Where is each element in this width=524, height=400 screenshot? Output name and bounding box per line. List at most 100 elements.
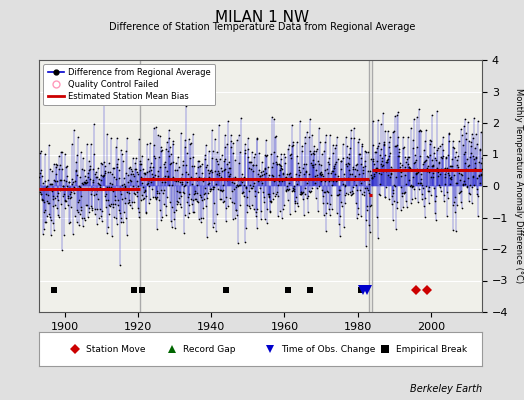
Point — [465, 198, 473, 205]
Point — [439, 134, 447, 140]
Point — [66, 195, 74, 202]
Point — [368, 117, 377, 124]
Point — [401, 189, 409, 196]
Point — [302, 168, 310, 174]
Point — [425, 184, 434, 190]
Point — [392, 112, 401, 119]
Point — [42, 219, 51, 225]
Point — [225, 164, 234, 171]
Point — [45, 210, 53, 217]
Point — [299, 189, 308, 195]
Point — [391, 143, 400, 150]
Point — [81, 173, 89, 179]
Point — [166, 144, 174, 150]
Point — [63, 202, 72, 208]
Point — [320, 189, 329, 196]
Point — [416, 127, 424, 133]
Point — [259, 168, 267, 174]
Point — [101, 193, 110, 199]
Point — [57, 186, 66, 192]
Point — [468, 174, 477, 180]
Point — [308, 162, 316, 168]
Point — [311, 172, 320, 179]
Text: Berkeley Earth: Berkeley Earth — [410, 384, 482, 394]
Point — [235, 149, 244, 156]
Point — [173, 201, 182, 207]
Point — [222, 194, 230, 200]
Point — [210, 184, 219, 190]
Point — [413, 144, 421, 150]
Point — [451, 148, 460, 155]
Point — [301, 134, 309, 140]
Point — [162, 168, 171, 174]
Point — [185, 202, 193, 208]
Point — [59, 183, 68, 190]
Point — [431, 154, 440, 161]
Point — [223, 169, 232, 176]
Point — [436, 170, 444, 177]
Point — [411, 159, 419, 166]
Point — [216, 196, 225, 202]
Point — [115, 167, 123, 174]
Point — [227, 188, 236, 194]
Point — [265, 190, 274, 197]
Point — [63, 162, 71, 169]
Point — [387, 166, 396, 172]
Point — [292, 200, 301, 206]
Point — [369, 161, 378, 167]
Point — [105, 184, 113, 190]
Point — [456, 188, 464, 195]
Point — [64, 178, 73, 185]
Point — [442, 165, 451, 171]
Point — [117, 196, 126, 202]
Point — [345, 161, 353, 167]
Point — [211, 181, 220, 188]
Point — [39, 180, 47, 186]
Point — [104, 224, 112, 230]
Point — [117, 147, 125, 153]
Point — [373, 158, 381, 165]
Point — [468, 172, 477, 179]
Point — [427, 174, 435, 180]
Point — [51, 194, 59, 201]
Point — [275, 172, 283, 178]
Point — [267, 151, 275, 157]
Point — [100, 172, 108, 178]
Point — [341, 182, 350, 189]
Point — [342, 161, 350, 167]
Point — [372, 168, 380, 175]
Point — [291, 200, 300, 206]
Point — [462, 136, 470, 142]
Point — [155, 190, 163, 196]
Point — [352, 200, 360, 206]
Point — [235, 132, 244, 138]
Point — [445, 163, 454, 169]
Point — [239, 189, 247, 195]
Point — [422, 156, 430, 163]
Point — [45, 142, 53, 148]
Point — [71, 213, 80, 219]
Point — [470, 182, 478, 188]
Point — [323, 200, 332, 206]
Point — [158, 178, 166, 185]
Point — [255, 173, 264, 180]
Point — [263, 152, 271, 158]
Point — [448, 156, 456, 162]
Point — [175, 195, 183, 201]
Point — [151, 172, 159, 178]
Point — [156, 164, 164, 171]
Point — [459, 142, 467, 148]
Point — [221, 155, 229, 162]
Point — [407, 125, 416, 132]
Point — [56, 177, 64, 183]
Point — [115, 187, 124, 193]
Point — [48, 181, 56, 188]
Point — [444, 152, 452, 159]
Point — [36, 188, 44, 195]
Point — [378, 163, 386, 169]
Point — [422, 183, 431, 190]
Point — [334, 191, 343, 198]
Point — [436, 154, 445, 160]
Point — [146, 140, 155, 146]
Point — [265, 172, 273, 178]
